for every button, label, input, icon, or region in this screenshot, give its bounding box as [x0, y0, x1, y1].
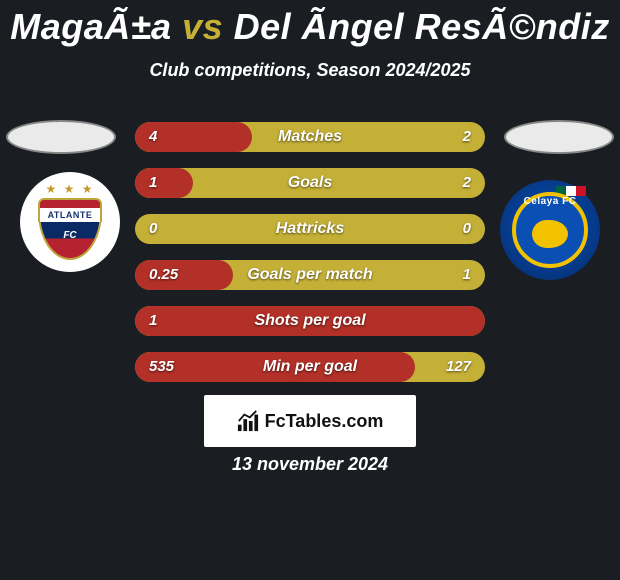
- flag-left: [6, 120, 116, 154]
- bar-value-right: 2: [463, 122, 471, 152]
- bar-row-hattricks: 0 Hattricks 0: [135, 214, 485, 244]
- bar-label: Goals: [135, 168, 485, 198]
- bar-row-goals: 1 Goals 2: [135, 168, 485, 198]
- subtitle: Club competitions, Season 2024/2025: [0, 60, 620, 81]
- bar-value-right: 2: [463, 168, 471, 198]
- branding-text: FcTables.com: [265, 411, 384, 432]
- crest-bull: [532, 220, 568, 248]
- bar-label: Hattricks: [135, 214, 485, 244]
- bar-label: Matches: [135, 122, 485, 152]
- bar-label: Goals per match: [135, 260, 485, 290]
- title-player2: Del Ãngel ResÃ©ndiz: [234, 6, 610, 47]
- crest-stars: ★ ★ ★: [20, 182, 120, 196]
- crest-fc: FC: [20, 230, 120, 241]
- club-crest-left: ★ ★ ★ ATLANTE FC: [20, 172, 120, 272]
- branding-panel: FcTables.com: [204, 395, 416, 447]
- flag-right: [504, 120, 614, 154]
- bar-value-right: 1: [463, 260, 471, 290]
- club-crest-right: Celaya FC: [500, 180, 600, 280]
- title-player1: MagaÃ±a: [10, 6, 171, 47]
- bar-row-matches: 4 Matches 2: [135, 122, 485, 152]
- stat-bars: 4 Matches 2 1 Goals 2 0 Hattricks 0 0.25…: [135, 122, 485, 398]
- bar-row-goals-per-match: 0.25 Goals per match 1: [135, 260, 485, 290]
- bar-row-min-per-goal: 535 Min per goal 127: [135, 352, 485, 382]
- comparison-card: MagaÃ±a vs Del Ãngel ResÃ©ndiz Club comp…: [0, 0, 620, 580]
- title-vs: vs: [182, 6, 223, 47]
- title: MagaÃ±a vs Del Ãngel ResÃ©ndiz: [0, 6, 620, 48]
- bar-label: Min per goal: [135, 352, 485, 382]
- bar-value-right: 127: [446, 352, 471, 382]
- bar-value-right: 0: [463, 214, 471, 244]
- crest-band: ATLANTE: [38, 208, 102, 222]
- bar-label: Shots per goal: [135, 306, 485, 336]
- comparison-date: 13 november 2024: [0, 454, 620, 475]
- crest-right-text: Celaya FC: [500, 196, 600, 207]
- branding-logo-icon: [237, 410, 259, 432]
- bar-row-shots-per-goal: 1 Shots per goal: [135, 306, 485, 336]
